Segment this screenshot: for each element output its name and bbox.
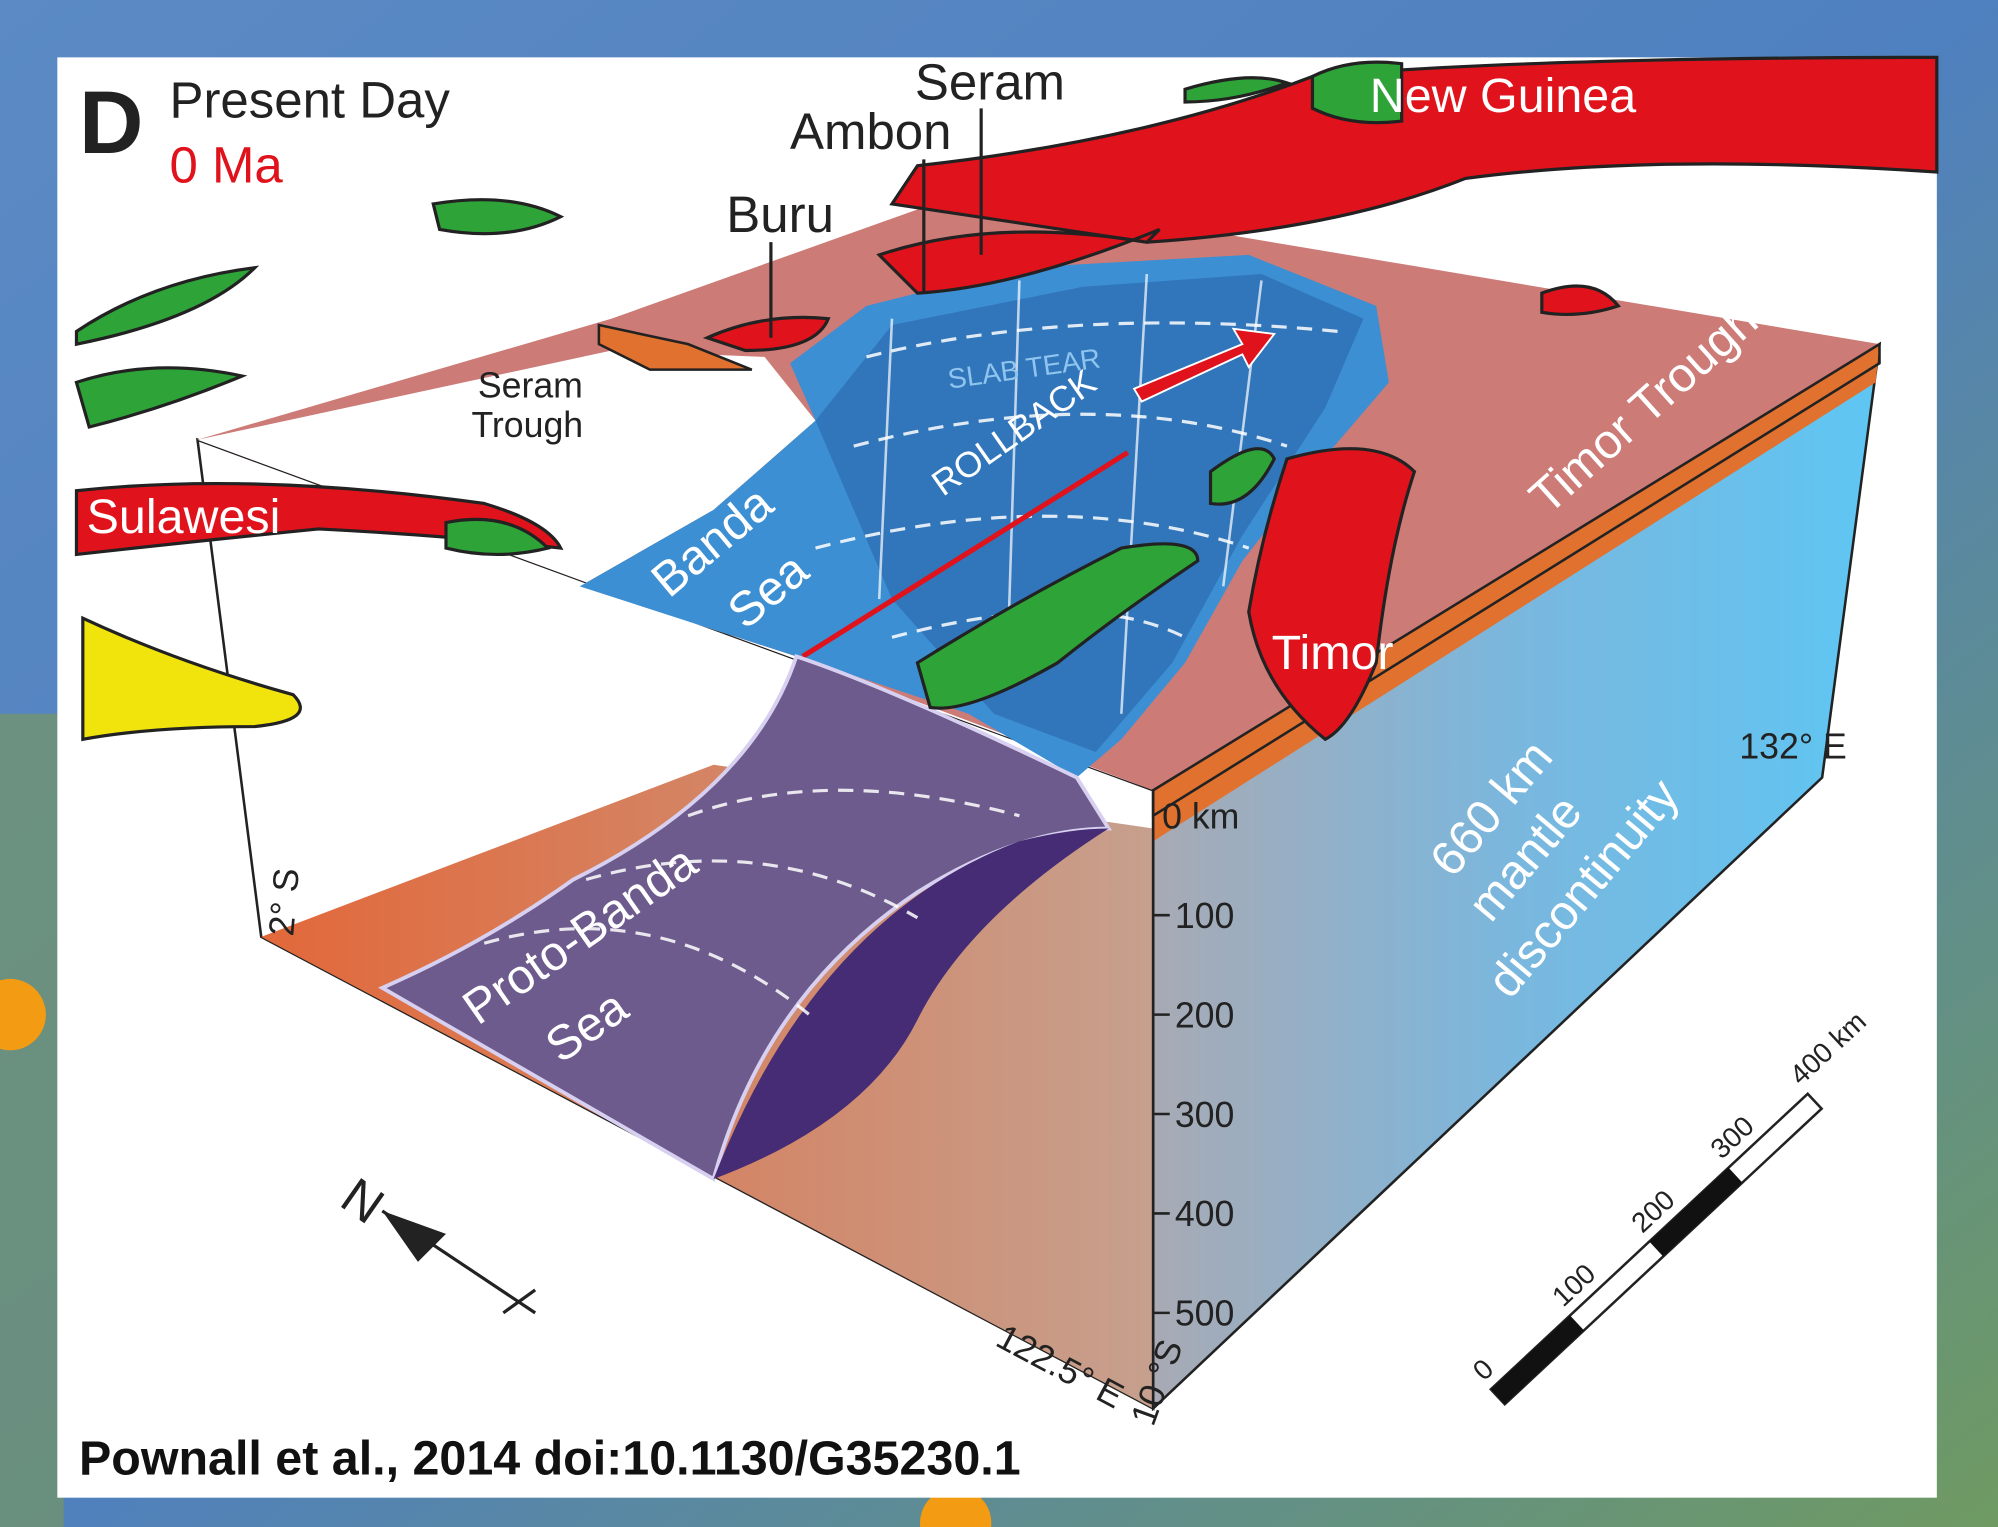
- depth-top: 0 km: [1162, 797, 1239, 837]
- depth-tick-label: 100: [1175, 896, 1235, 936]
- coord-2s: 2° S: [261, 866, 307, 937]
- label-new-guinea: New Guinea: [1370, 69, 1636, 123]
- page: {"panel": {"letter": "D", "title": "Pres…: [0, 0, 1998, 1527]
- depth-tick-label: 400: [1175, 1194, 1235, 1234]
- coord-132e: 132° E: [1739, 726, 1846, 766]
- depth-tick-label: 200: [1175, 995, 1235, 1035]
- citation: Pownall et al., 2014 doi:10.1130/G35230.…: [79, 1432, 1021, 1486]
- depth-tick-label: 300: [1175, 1095, 1235, 1135]
- panel-letter: D: [79, 72, 143, 172]
- label-sulawesi: Sulawesi: [87, 490, 281, 544]
- depth-tick-label: 500: [1175, 1294, 1235, 1334]
- label-buru: Buru: [726, 186, 834, 243]
- label-seram-trough: Trough: [471, 405, 583, 445]
- label-seram-trough: Seram: [478, 366, 583, 406]
- label-seram: Seram: [915, 53, 1065, 110]
- panel-title: Present Day: [169, 71, 450, 128]
- label-timor: Timor: [1272, 626, 1394, 680]
- panel-age: 0 Ma: [169, 136, 283, 193]
- label-ambon: Ambon: [790, 103, 951, 160]
- background-land: [0, 714, 64, 1527]
- figure: 0100200300400 km D Present Day 0 Ma Sera…: [0, 0, 1998, 1527]
